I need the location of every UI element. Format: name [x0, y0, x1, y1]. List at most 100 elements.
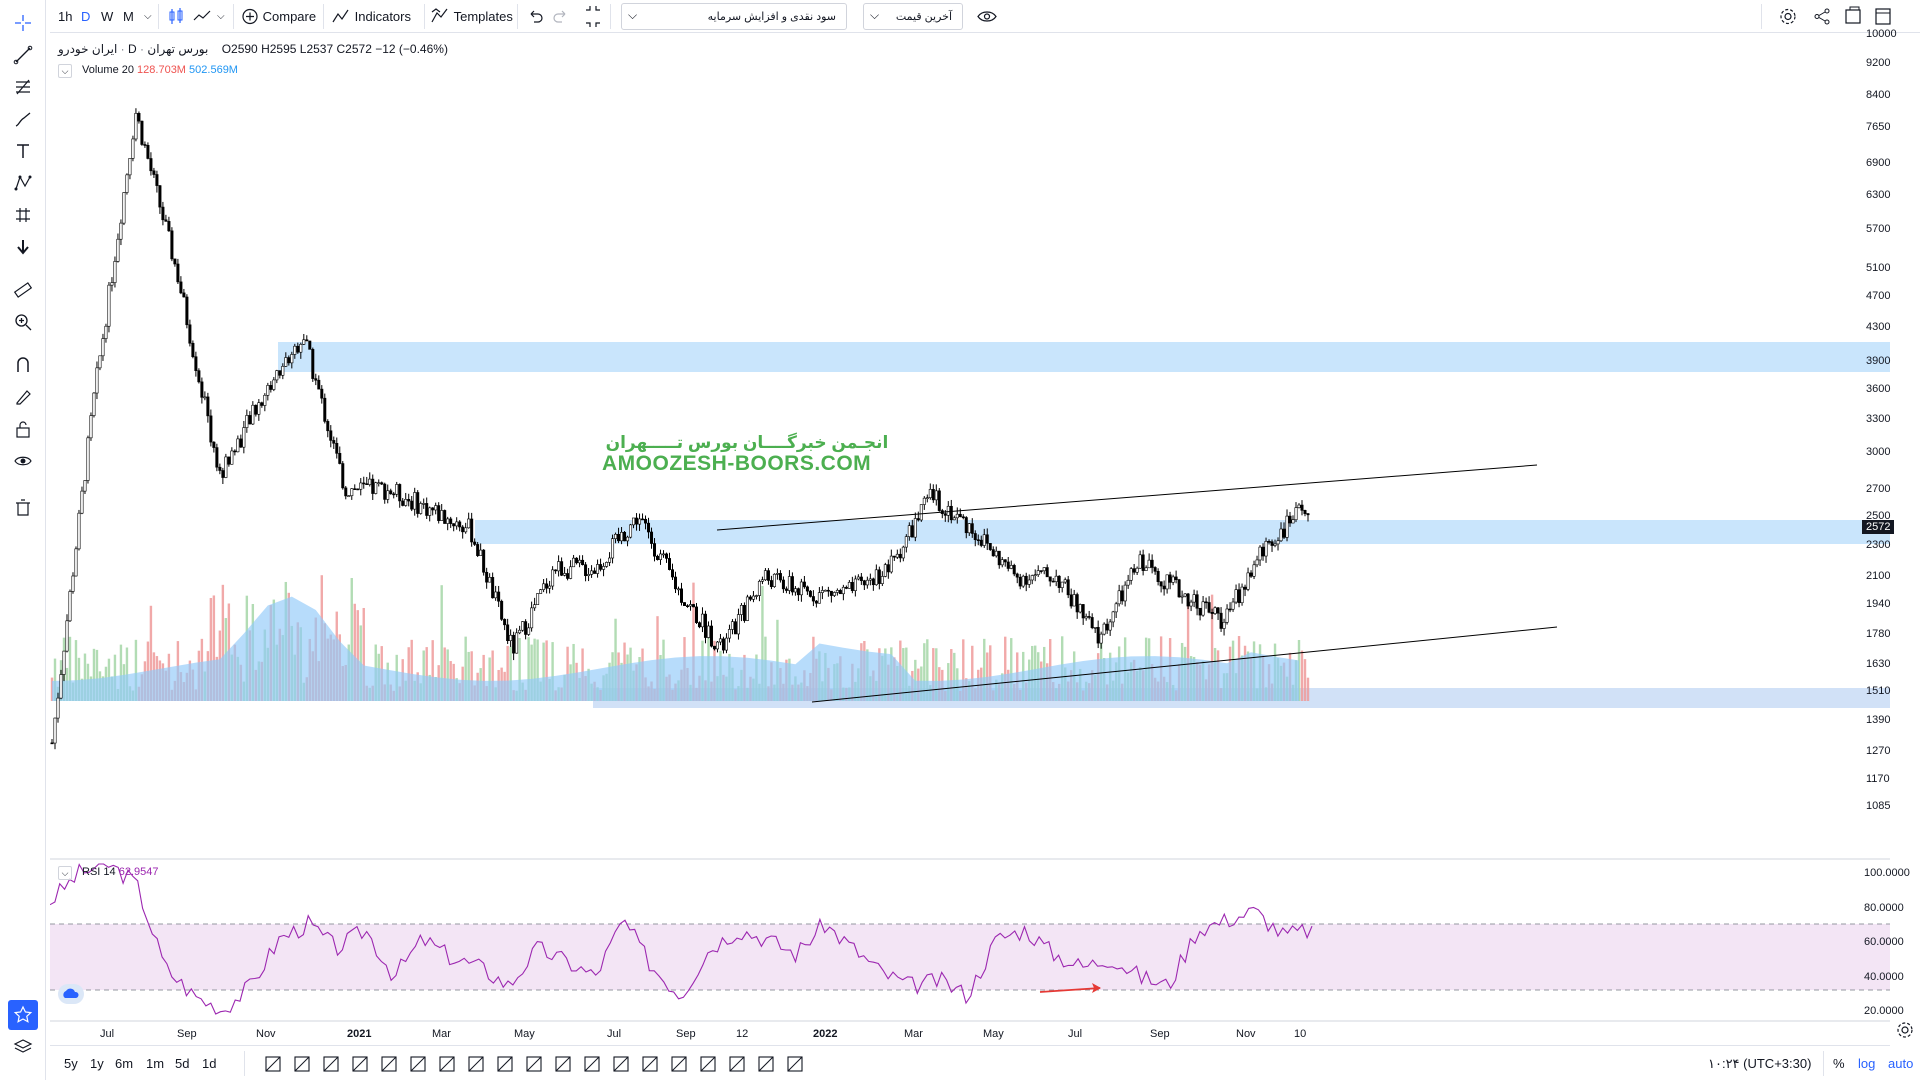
trend-line-icon[interactable]: [8, 40, 38, 70]
text-icon[interactable]: [320, 1053, 342, 1075]
snapshot-icon[interactable]: [1843, 0, 1863, 33]
price-tick-label: 8400: [1866, 88, 1891, 101]
lock-drawing-icon[interactable]: [8, 382, 38, 412]
indicators-button[interactable]: Indicators: [331, 0, 411, 33]
candle-body: [500, 600, 504, 620]
volume-bar: [1010, 638, 1013, 701]
undo-icon[interactable]: [527, 0, 543, 33]
resistance-zone-top[interactable]: [278, 342, 1890, 372]
pitchfork-icon[interactable]: [349, 1053, 371, 1075]
candle-body: [590, 570, 594, 575]
auto-toggle[interactable]: auto: [1888, 1056, 1914, 1071]
share-icon[interactable]: [1812, 0, 1832, 33]
arrow-down-icon[interactable]: [8, 232, 38, 262]
trash-icon[interactable]: [8, 492, 38, 522]
resistance-zone-mid[interactable]: [475, 520, 1890, 544]
text-tool-icon[interactable]: [8, 136, 38, 166]
candle-body: [772, 573, 776, 587]
ruler-icon[interactable]: [8, 275, 38, 305]
fib-retracement-icon[interactable]: [8, 72, 38, 102]
volume-legend-toggle[interactable]: ⌵: [58, 64, 72, 78]
clock-timezone[interactable]: ۱۰:۲۴ (UTC+3:30): [1708, 1056, 1812, 1071]
fib-channel-icon[interactable]: [291, 1053, 313, 1075]
candle-body: [988, 543, 992, 550]
interval-w[interactable]: W: [101, 9, 114, 24]
prediction-icon[interactable]: [8, 200, 38, 230]
channel-lower-line[interactable]: [811, 626, 1558, 703]
divergence-arrow[interactable]: [1039, 987, 1101, 993]
range-1m[interactable]: 1m: [146, 1056, 165, 1071]
xabcd-icon[interactable]: [668, 1053, 690, 1075]
price-type-select[interactable]: آخرین قیمت ⌵: [863, 3, 963, 30]
settings-gear-icon[interactable]: [1778, 0, 1798, 33]
channel-upper-line[interactable]: [716, 464, 1538, 531]
brush-icon[interactable]: [8, 104, 38, 134]
channel-icon[interactable]: [697, 1053, 719, 1075]
price-axis[interactable]: 10000 9200 8400 7650 6900 6300 5700 5100 4700 430…: [1862, 28, 1920, 860]
rsi-axis[interactable]: 100.0000 80.0000 60.0000 40.0000 20.0000: [1862, 860, 1920, 1020]
price-tick-label: 6300: [1866, 188, 1891, 201]
axis-settings-gear-icon[interactable]: [1895, 1020, 1915, 1040]
range-1d[interactable]: 1d: [202, 1056, 217, 1071]
compare-button[interactable]: Compare: [241, 0, 316, 33]
crosshair-icon[interactable]: [8, 8, 38, 38]
interval-d[interactable]: D: [81, 9, 91, 24]
ray-icon[interactable]: [378, 1053, 400, 1075]
pattern-icon[interactable]: [8, 168, 38, 198]
candles-chart-type-icon[interactable]: [167, 0, 185, 33]
candle-body: [560, 561, 564, 576]
log-toggle[interactable]: log: [1858, 1056, 1876, 1071]
candle-body: [383, 483, 387, 500]
price-chart[interactable]: [50, 34, 1890, 1044]
range-6m[interactable]: 6m: [115, 1056, 134, 1071]
line-chart-type-icon[interactable]: [192, 0, 212, 33]
percent-toggle[interactable]: %: [1833, 1056, 1845, 1071]
chart-type-dropdown-icon[interactable]: ⌵: [217, 11, 225, 22]
elliott-icon[interactable]: [610, 1053, 632, 1075]
maximize-icon[interactable]: [1873, 0, 1893, 33]
long-position-icon[interactable]: [581, 1053, 603, 1075]
cloud-sync-icon[interactable]: [58, 984, 84, 1004]
vertical-line-icon[interactable]: [784, 1053, 806, 1075]
horizontal-ray-icon[interactable]: [552, 1053, 574, 1075]
candle-body: [736, 614, 740, 635]
templates-button[interactable]: Templates: [430, 0, 513, 33]
symbol-name[interactable]: ایران خودرو: [58, 42, 118, 56]
visibility-eye-icon[interactable]: [976, 0, 998, 33]
cross-line-icon[interactable]: [465, 1053, 487, 1075]
triangle-pattern-icon[interactable]: [755, 1053, 777, 1075]
drawing-toolbar: [0, 0, 46, 1080]
candle-body: [1297, 504, 1301, 508]
volume-bar: [431, 640, 434, 701]
interval-dropdown-icon[interactable]: ⌵: [144, 11, 152, 22]
dividend-adjustment-select[interactable]: سود نقدی و افزایش سرمایه ⌵: [621, 3, 847, 30]
layers-icon[interactable]: [8, 1032, 38, 1062]
interval-m[interactable]: M: [123, 9, 134, 24]
eye-icon[interactable]: [8, 446, 38, 476]
rsi-label[interactable]: RSI 14: [82, 866, 116, 878]
redo-icon[interactable]: [553, 0, 569, 33]
extended-line-icon[interactable]: [494, 1053, 516, 1075]
range-1y[interactable]: 1y: [90, 1056, 104, 1071]
horizontal-line-icon[interactable]: [436, 1053, 458, 1075]
candle-body: [820, 590, 824, 593]
callout-icon[interactable]: [407, 1053, 429, 1075]
brush-tool-icon[interactable]: [726, 1053, 748, 1075]
zoom-in-icon[interactable]: [8, 307, 38, 337]
range-5d[interactable]: 5d: [175, 1056, 190, 1071]
arrow-line-icon[interactable]: [523, 1053, 545, 1075]
interval-1h[interactable]: 1h: [58, 9, 73, 24]
abcd-icon[interactable]: [639, 1053, 661, 1075]
range-5y[interactable]: 5y: [64, 1056, 78, 1071]
fullscreen-icon[interactable]: [584, 0, 602, 33]
star-favorites-icon[interactable]: [8, 1000, 38, 1030]
unlock-icon[interactable]: [8, 414, 38, 444]
candle-body: [83, 480, 87, 492]
candle-body: [757, 581, 761, 596]
candle-body: [916, 518, 920, 521]
rsi-legend-toggle[interactable]: ⌵: [58, 866, 72, 880]
time-axis[interactable]: Jul Sep Nov 2021 Mar May Jul Sep 12 2022 Mar May Jul…: [50, 1028, 1890, 1044]
volume-label[interactable]: Volume 20: [82, 64, 134, 76]
magnet-icon[interactable]: [8, 350, 38, 380]
rectangle-icon[interactable]: [262, 1053, 284, 1075]
